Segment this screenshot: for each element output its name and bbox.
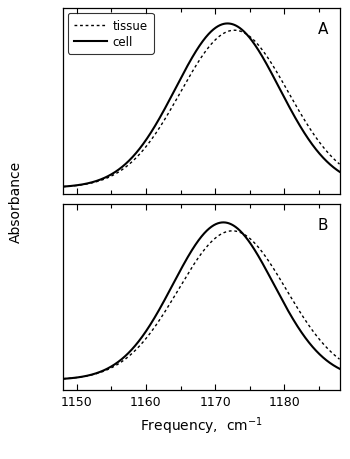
Text: Absorbance: Absorbance	[9, 161, 23, 243]
Legend: tissue, cell: tissue, cell	[68, 14, 154, 55]
cell	[75, 183, 79, 189]
cell	[329, 163, 334, 169]
cell	[61, 185, 65, 190]
cell	[195, 47, 199, 52]
tissue	[188, 73, 192, 79]
Line: tissue: tissue	[63, 31, 340, 187]
Text: B: B	[317, 217, 328, 232]
tissue	[329, 154, 334, 160]
tissue	[279, 77, 283, 83]
cell	[279, 89, 283, 95]
cell	[225, 22, 230, 27]
Line: cell: cell	[63, 24, 340, 187]
tissue	[329, 155, 334, 160]
cell	[188, 59, 192, 65]
tissue	[61, 185, 65, 190]
tissue	[195, 62, 199, 67]
tissue	[232, 28, 237, 34]
tissue	[337, 162, 342, 168]
cell	[329, 164, 334, 169]
tissue	[75, 183, 79, 189]
Text: A: A	[317, 22, 328, 37]
X-axis label: Frequency,  cm$^{-1}$: Frequency, cm$^{-1}$	[140, 415, 263, 437]
cell	[337, 170, 342, 175]
